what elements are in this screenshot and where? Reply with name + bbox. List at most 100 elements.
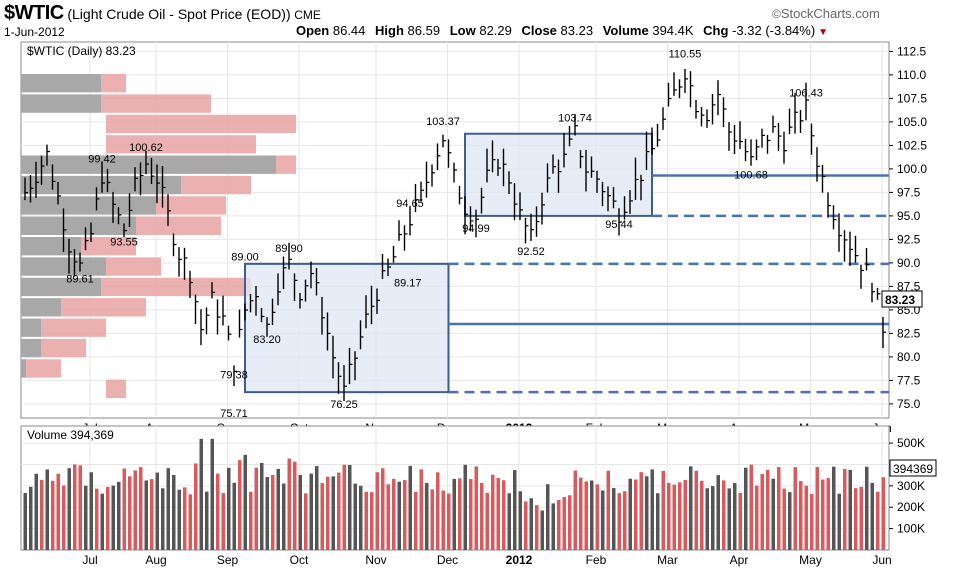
- vbp-up-bar: [106, 379, 126, 398]
- volume-bar-down: [656, 493, 660, 550]
- volume-bar-down: [612, 488, 616, 550]
- volume-bar-down: [243, 454, 247, 550]
- vbp-down-bar: [21, 94, 101, 113]
- vbp-up-bar: [101, 277, 251, 297]
- vbp-up-bar: [106, 135, 256, 154]
- volume-bar-up: [271, 474, 275, 550]
- volume-date-tick-label: Jul: [82, 553, 97, 567]
- price-tick-label: 87.5: [897, 279, 921, 293]
- volume-bar-up: [535, 505, 539, 550]
- price-tick-label: 112.5: [897, 44, 926, 58]
- vbp-up-bar: [276, 155, 296, 174]
- vbp-up-bar: [81, 237, 136, 256]
- volume-bar-up: [73, 464, 77, 550]
- volume-bar-down: [89, 472, 93, 550]
- volume-axis: 500K400K300K200K100K: [889, 436, 925, 536]
- volume-bar-up: [683, 480, 687, 550]
- volume-bar-down: [529, 498, 533, 550]
- volume-bar-down: [744, 467, 748, 550]
- volume-bar-down: [232, 482, 236, 550]
- volume-tick-label: 300K: [897, 479, 925, 493]
- volume-bar-up: [364, 491, 368, 550]
- close-value: 83.23: [560, 23, 594, 38]
- volume-date-tick-label: Mar: [657, 553, 678, 567]
- price-tick-label: 110.0: [897, 68, 926, 82]
- volume-bar-down: [210, 438, 214, 550]
- volume-bar-up: [749, 464, 753, 550]
- volume-bar-down: [733, 483, 737, 550]
- volume-bar-down: [463, 464, 467, 550]
- vbp-down-bar: [21, 74, 101, 93]
- volume-bar-up: [584, 481, 588, 550]
- volume-bar-down: [111, 485, 115, 550]
- volume-bar-down: [650, 469, 654, 550]
- volume-bar-up: [485, 492, 489, 550]
- volume-bar-up: [810, 494, 814, 550]
- volume-date-tick-label: Feb: [586, 553, 607, 567]
- volume-bar-up: [843, 469, 847, 550]
- volume-bar-up: [370, 492, 374, 550]
- volume-bar-down: [45, 469, 49, 550]
- volume-date-tick-label: Aug: [145, 553, 166, 567]
- volume-date-tick-label: Oct: [290, 553, 309, 567]
- volume-bar-up: [760, 473, 764, 550]
- volume-bar-down: [540, 510, 544, 550]
- volume-bar-up: [815, 467, 819, 550]
- volume-bar-up: [458, 478, 462, 550]
- vbp-down-bar: [21, 257, 106, 276]
- volume-date-tick-label: Nov: [365, 553, 386, 567]
- price-annotation: 103.37: [426, 116, 460, 128]
- volume-bar-up: [876, 491, 880, 550]
- volume-bar-down: [865, 466, 869, 550]
- volume-bar-down: [199, 438, 203, 550]
- volume-bar-up: [617, 493, 621, 550]
- volume-bar-up: [502, 480, 506, 550]
- volume-bar-up: [562, 497, 566, 550]
- volume-bar-down: [144, 480, 148, 550]
- volume-bar-down: [832, 466, 836, 550]
- volume-bar-up: [403, 480, 407, 550]
- volume-bar-up: [386, 484, 390, 550]
- volume-bar-down: [348, 465, 352, 550]
- copyright-mark: ©: [772, 7, 781, 21]
- vbp-up-bar: [61, 298, 146, 317]
- volume-bar-up: [238, 460, 242, 550]
- support-resistance-lines: [448, 174, 889, 394]
- volume-bar-down: [276, 468, 280, 550]
- vbp-up-bar: [136, 216, 221, 235]
- volume-date-axis: Jul Aug Sep Oct Nov Dec 2012 Feb Mar Apr May Jun: [82, 553, 891, 567]
- vbp-down-bar: [21, 298, 61, 317]
- volume-bar-down: [645, 476, 649, 550]
- volume-value: 394.4K: [652, 23, 694, 38]
- volume-bar-up: [381, 468, 385, 550]
- volume-bar-up: [606, 470, 610, 550]
- volume-bar-down: [848, 469, 852, 550]
- price-annotation: 93.55: [110, 237, 138, 249]
- volume-bar-down: [590, 480, 594, 550]
- volume-bar-down: [551, 503, 555, 550]
- price-tick-label: 105.0: [897, 115, 927, 129]
- volume-bar-up: [496, 478, 500, 550]
- volume-bar-down: [177, 489, 181, 550]
- volume-bar-up: [436, 472, 440, 550]
- volume-bar-down: [227, 467, 231, 550]
- price-annotation: 100.68: [734, 170, 768, 182]
- volume-bar-up: [881, 477, 885, 550]
- volume-bar-up: [304, 493, 308, 550]
- volume-bar-up: [573, 470, 577, 550]
- volume-bar-down: [507, 493, 511, 550]
- last-volume-box: [889, 459, 937, 477]
- volume-bar-up: [254, 467, 258, 550]
- price-tick-label: 100.0: [897, 162, 927, 176]
- price-annotation: 94.65: [396, 198, 424, 210]
- volume-bar-up: [414, 492, 418, 550]
- volume-bar-down: [309, 473, 313, 550]
- last-price-label: 83.23: [885, 293, 915, 307]
- brand-logo[interactable]: ©StockCharts.com: [772, 6, 880, 21]
- chg-value: -3.32 (-3.84%): [732, 23, 816, 38]
- volume-date-tick-label: May: [799, 553, 822, 567]
- volume-bar-up: [249, 491, 253, 550]
- volume-bar-up: [722, 480, 726, 550]
- volume-bar-up: [804, 485, 808, 550]
- volume-bar-up: [766, 469, 770, 550]
